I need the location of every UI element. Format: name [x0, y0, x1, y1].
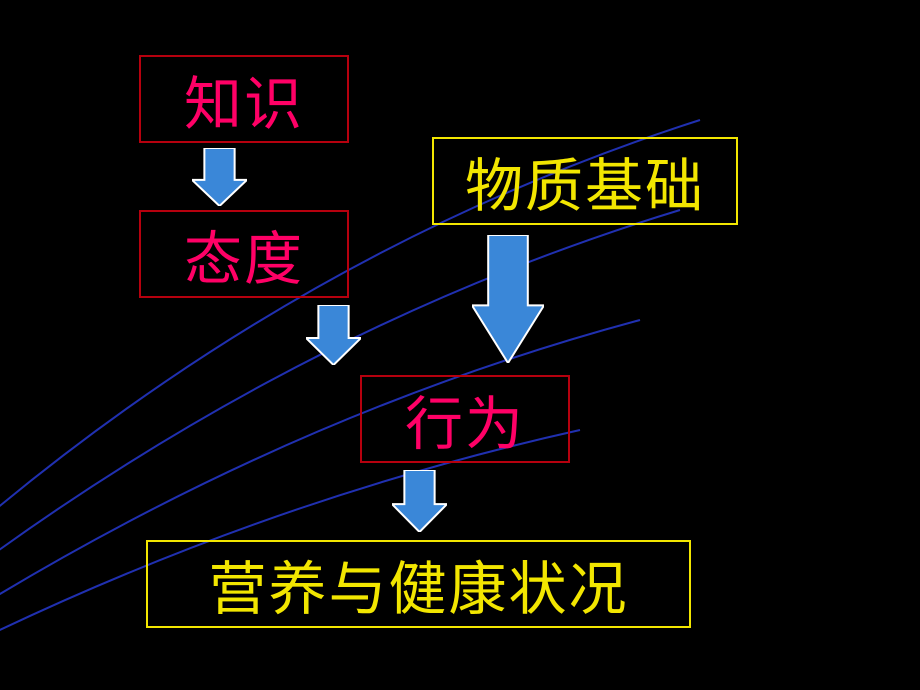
- node-material: 物质基础: [432, 137, 738, 225]
- node-nutrition-label: 营养与健康状况: [208, 542, 628, 626]
- arrow-knowledge-to-attitude: [192, 148, 247, 206]
- node-behavior-label: 行为: [405, 377, 525, 461]
- node-behavior: 行为: [360, 375, 570, 463]
- node-attitude: 态度: [139, 210, 349, 298]
- node-knowledge-label: 知识: [184, 57, 304, 141]
- diagram-canvas: 知识 态度 物质基础 行为 营养与健康状况: [0, 0, 920, 690]
- node-attitude-label: 态度: [184, 212, 304, 296]
- arrow-behavior-to-nutrition: [392, 470, 447, 532]
- node-knowledge: 知识: [139, 55, 349, 143]
- arrow-attitude-to-behavior: [306, 305, 361, 365]
- node-material-label: 物质基础: [465, 139, 705, 223]
- arrow-material-to-behavior: [472, 235, 544, 363]
- node-nutrition: 营养与健康状况: [146, 540, 691, 628]
